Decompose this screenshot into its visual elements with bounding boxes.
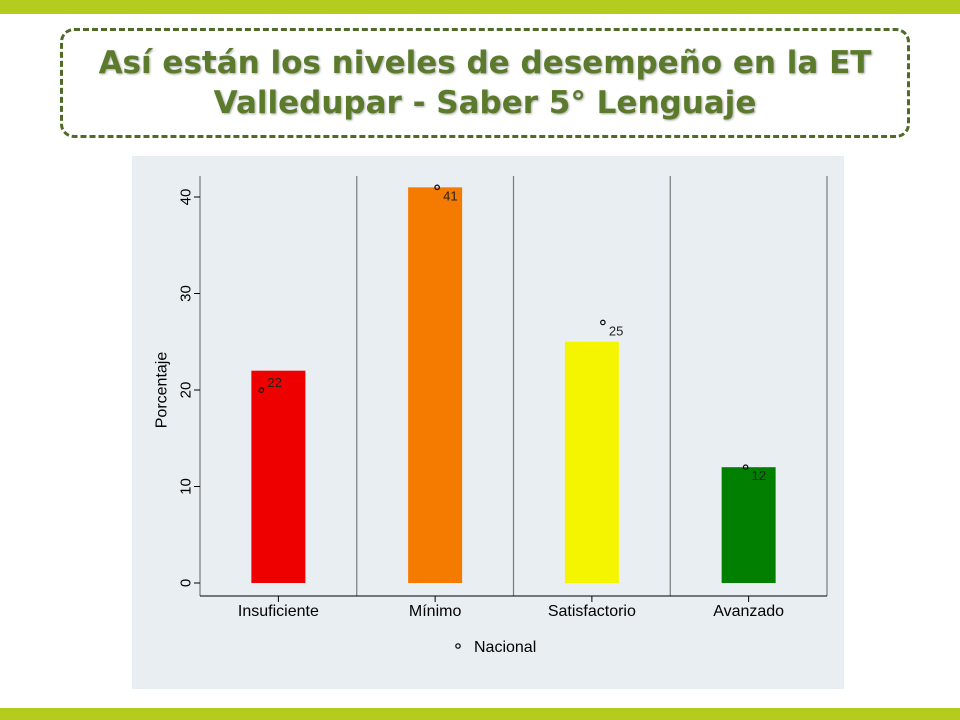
data-label: 41 xyxy=(443,188,457,203)
data-label: 22 xyxy=(267,375,281,390)
y-tick-label: 0 xyxy=(178,579,195,587)
title-frame: Así están los niveles de desempeño en la… xyxy=(60,28,910,138)
data-label: 12 xyxy=(752,468,766,483)
x-tick-label: Insuficiente xyxy=(238,603,319,620)
y-tick-label: 30 xyxy=(178,285,195,302)
bottom-accent-band xyxy=(0,708,960,720)
chart-container: 0 10 20 30 40 Porcentaje 22 Insuficiente 41 Mínim… xyxy=(132,156,844,689)
bar xyxy=(721,467,776,583)
x-tick-label: Avanzado xyxy=(713,603,784,620)
legend-label: Nacional xyxy=(474,639,536,656)
data-label: 25 xyxy=(609,323,623,338)
y-tick-label: 10 xyxy=(178,478,195,495)
nacional-marker xyxy=(600,319,606,326)
x-tick-label: Mínimo xyxy=(409,603,462,620)
top-accent-band xyxy=(0,0,960,14)
slide-title: Así están los niveles de desempeño en la… xyxy=(98,45,872,121)
bar xyxy=(408,187,463,583)
bar xyxy=(251,370,306,583)
y-tick-label: 20 xyxy=(178,382,195,399)
x-tick-label: Satisfactorio xyxy=(548,603,636,620)
chart-background xyxy=(132,156,844,689)
nacional-marker xyxy=(742,464,749,471)
legend-marker xyxy=(455,643,461,649)
bar xyxy=(564,341,619,583)
nacional-marker xyxy=(258,387,265,393)
y-tick-label: 40 xyxy=(178,189,195,206)
nacional-marker xyxy=(434,184,440,191)
bar-chart: 0 10 20 30 40 Porcentaje 22 Insuficiente 41 Mínim… xyxy=(132,156,844,689)
y-axis-label: Porcentaje xyxy=(154,352,171,429)
